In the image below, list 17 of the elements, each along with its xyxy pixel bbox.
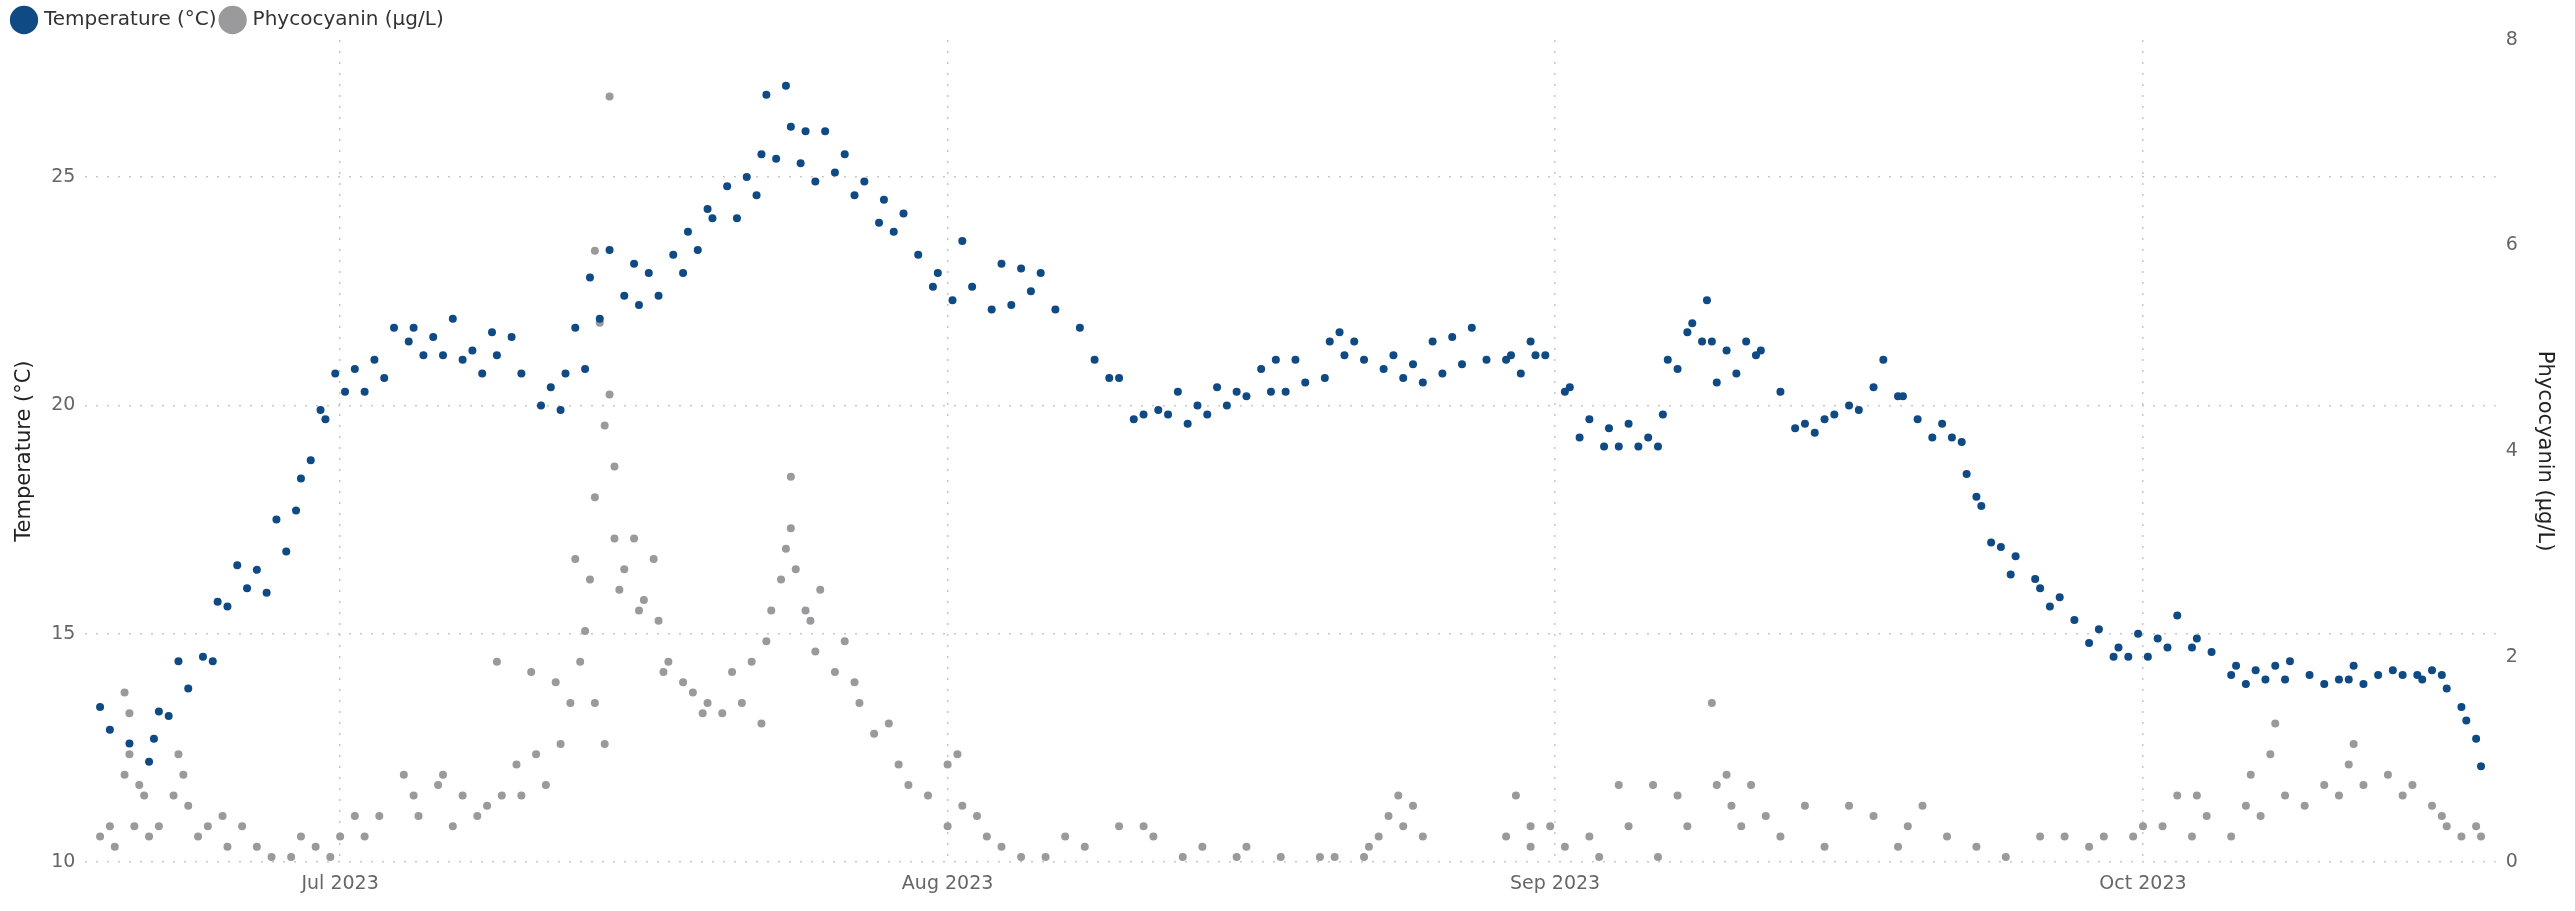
x-tick-label: Aug 2023 xyxy=(901,870,994,893)
y2-tick-label: 4 xyxy=(2505,438,2518,461)
legend-label: Phycocyanin (µg/L) xyxy=(252,6,444,31)
x-tick-label: Sep 2023 xyxy=(1509,870,1601,893)
x-tick-label: Oct 2023 xyxy=(2099,870,2187,893)
legend-label: Temperature (°C) xyxy=(43,6,217,31)
y-tick-label: 15 xyxy=(51,620,76,643)
y2-tick-label: 2 xyxy=(2505,643,2518,666)
y-tick-label: 25 xyxy=(51,163,76,186)
y-tick-label: 10 xyxy=(51,849,76,872)
y-tick-label: 20 xyxy=(51,392,76,415)
y2-axis-title: Phycocyanin (µg/L) xyxy=(2533,350,2558,552)
y-axis-title: Temperature (°C) xyxy=(11,360,36,543)
y2-tick-label: 6 xyxy=(2505,232,2518,255)
y2-tick-label: 0 xyxy=(2505,849,2518,872)
y2-tick-label: 8 xyxy=(2505,26,2518,49)
x-tick-label: Jul 2023 xyxy=(300,870,379,893)
